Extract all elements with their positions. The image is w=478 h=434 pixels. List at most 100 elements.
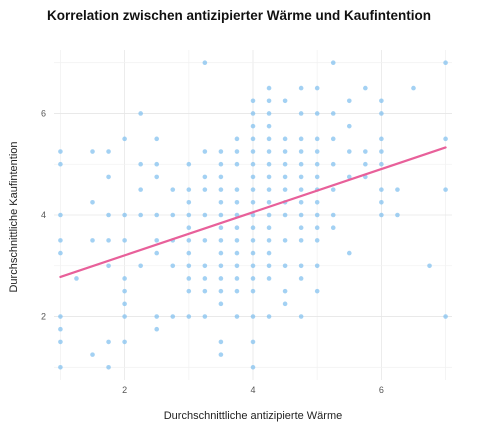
data-point <box>266 250 272 256</box>
data-point <box>298 85 304 91</box>
data-point <box>330 161 336 167</box>
data-point <box>58 250 63 256</box>
data-point <box>234 250 240 256</box>
data-point <box>443 136 448 142</box>
data-point <box>395 187 400 192</box>
data-point <box>427 263 432 269</box>
data-point <box>314 111 320 116</box>
data-point <box>314 212 320 218</box>
data-point <box>363 161 368 167</box>
data-point <box>234 161 240 167</box>
data-point <box>330 187 336 192</box>
data-point <box>202 276 208 281</box>
data-point <box>170 212 176 218</box>
data-point <box>298 238 304 243</box>
trend-line <box>59 146 447 279</box>
data-point <box>106 149 111 154</box>
data-point <box>58 238 63 243</box>
data-point <box>154 174 160 180</box>
data-point <box>154 326 160 332</box>
data-point <box>154 212 160 218</box>
data-point <box>282 187 288 192</box>
data-point <box>250 174 256 180</box>
tick-labels: 2 4 6 2 4 6 <box>41 108 384 395</box>
data-point <box>282 238 288 243</box>
data-point <box>266 200 272 205</box>
data-point <box>443 60 448 65</box>
data-point <box>186 238 192 243</box>
data-point <box>266 212 272 218</box>
data-point <box>106 238 111 243</box>
data-point <box>74 276 79 281</box>
data-point <box>250 111 256 116</box>
data-point <box>58 149 63 154</box>
y-tick-label: 2 <box>41 312 46 322</box>
data-point <box>234 200 240 205</box>
data-point <box>202 212 208 218</box>
data-point <box>218 161 224 167</box>
data-point <box>282 212 288 218</box>
data-point <box>90 238 95 243</box>
data-point <box>250 161 256 167</box>
data-point <box>379 149 384 154</box>
data-point <box>122 238 127 243</box>
trend-line-group <box>59 146 447 279</box>
data-point <box>266 314 272 319</box>
data-point <box>314 136 320 142</box>
data-point <box>298 225 304 230</box>
data-point <box>234 276 240 281</box>
data-point <box>379 212 384 218</box>
data-point <box>266 85 272 91</box>
data-point <box>379 200 384 205</box>
data-point <box>154 161 160 167</box>
data-point <box>234 288 240 294</box>
data-point <box>298 149 304 154</box>
data-point <box>250 314 256 319</box>
data-point <box>266 263 272 269</box>
data-point <box>250 250 256 256</box>
data-point <box>379 111 384 116</box>
data-point <box>170 263 176 269</box>
data-point <box>106 263 111 269</box>
data-point <box>250 200 256 205</box>
data-point <box>122 288 127 294</box>
data-point <box>266 187 272 192</box>
data-point <box>234 263 240 269</box>
data-point <box>298 136 304 142</box>
data-point <box>250 149 256 154</box>
data-point <box>250 123 256 129</box>
data-point <box>154 314 160 319</box>
data-point <box>202 314 208 319</box>
data-point <box>330 136 336 142</box>
data-point <box>186 288 192 294</box>
data-point <box>250 212 256 218</box>
data-point <box>250 365 256 370</box>
data-point <box>314 200 320 205</box>
data-point <box>314 161 320 167</box>
data-point <box>90 149 95 154</box>
data-point <box>282 174 288 180</box>
data-point <box>411 85 416 91</box>
data-point <box>250 263 256 269</box>
data-point <box>234 149 240 154</box>
data-point <box>186 276 192 281</box>
data-point <box>218 174 224 180</box>
data-point <box>106 339 111 345</box>
data-point <box>266 225 272 230</box>
data-point <box>346 123 352 129</box>
data-point <box>298 161 304 167</box>
x-tick-label: 6 <box>379 385 384 395</box>
data-point <box>298 111 304 116</box>
data-point <box>298 263 304 269</box>
data-point <box>443 187 448 192</box>
data-point <box>122 212 127 218</box>
data-point <box>330 60 336 65</box>
data-point <box>330 111 336 116</box>
data-point <box>379 161 384 167</box>
data-point <box>202 288 208 294</box>
data-point <box>346 174 352 180</box>
x-tick-label: 2 <box>122 385 127 395</box>
data-point <box>282 98 288 104</box>
data-point <box>106 365 111 370</box>
data-point <box>234 314 240 319</box>
